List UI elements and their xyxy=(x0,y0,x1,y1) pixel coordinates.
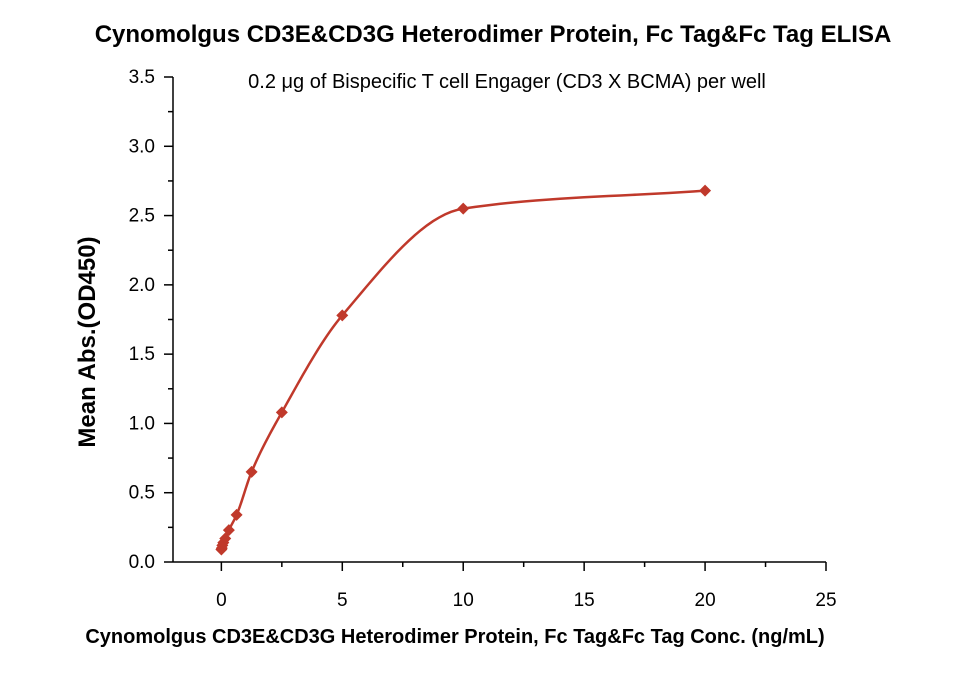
data-point xyxy=(699,184,712,197)
y-tick-label: 3.0 xyxy=(129,136,155,157)
y-tick-label: 1.0 xyxy=(129,413,155,434)
y-tick-label: 2.0 xyxy=(129,275,155,296)
x-ticks: 0 5 10 15 20 25 xyxy=(216,562,837,611)
chart-title: Cynomolgus CD3E&CD3G Heterodimer Protein… xyxy=(95,21,892,48)
data-point xyxy=(275,406,288,419)
data-point xyxy=(245,465,258,478)
data-point xyxy=(222,524,235,537)
y-axis-title: Mean Abs.(OD450) xyxy=(74,236,101,447)
data-point xyxy=(336,309,349,322)
y-tick-label: 3.5 xyxy=(129,67,155,88)
y-ticks: 0.0 0.5 1.0 1.5 2.0 2.5 3.0 3.5 xyxy=(129,67,173,573)
x-axis-title: Cynomolgus CD3E&CD3G Heterodimer Protein… xyxy=(85,626,824,648)
data-point xyxy=(457,202,470,215)
x-tick-label: 5 xyxy=(337,590,348,611)
data-points xyxy=(215,184,712,556)
x-tick-label: 25 xyxy=(815,590,836,611)
x-tick-label: 0 xyxy=(216,590,227,611)
y-tick-label: 1.5 xyxy=(129,344,155,365)
chart-annotation: 0.2 μg of Bispecific T cell Engager (CD3… xyxy=(248,71,766,93)
y-tick-label: 0.5 xyxy=(129,483,155,504)
fit-curve xyxy=(220,189,706,550)
y-tick-label: 0.0 xyxy=(129,552,155,573)
x-tick-label: 15 xyxy=(574,590,595,611)
x-tick-label: 20 xyxy=(695,590,716,611)
data-point xyxy=(230,508,243,521)
y-tick-label: 2.5 xyxy=(129,206,155,227)
x-tick-label: 10 xyxy=(453,590,474,611)
